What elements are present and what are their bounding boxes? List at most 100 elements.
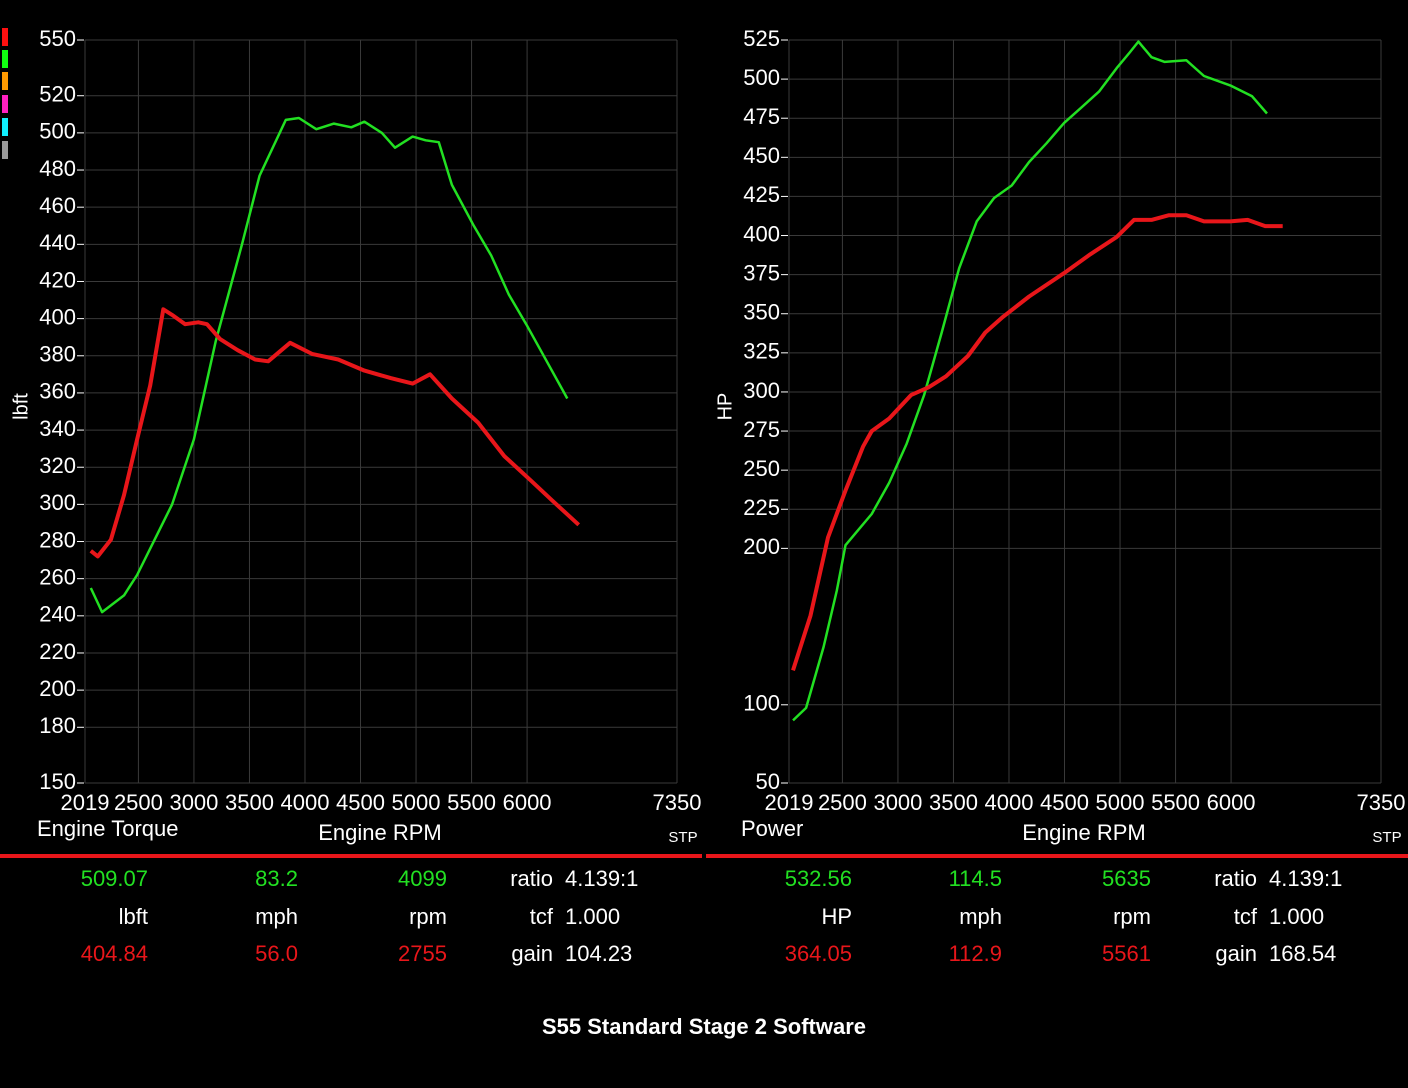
y-tick-label: 360: [39, 379, 76, 404]
y-tick-label: 225: [743, 495, 780, 520]
x-tick-label: 6000: [503, 790, 552, 815]
chart-panel: 50 100 200 225 250 275 300 325 350 375 400 425 450 47…: [714, 26, 1405, 966]
chart-title: Power: [741, 816, 803, 841]
y-tick-label: 440: [39, 230, 76, 255]
readout-value: 1.000: [565, 904, 620, 929]
y-tick-label: 180: [39, 713, 76, 738]
readout-value: 4099: [398, 866, 447, 891]
series-line: [791, 213, 1283, 672]
y-tick-label: 150: [39, 769, 76, 794]
readout-value: 114.5: [949, 866, 1002, 891]
y-tick-label: 475: [743, 104, 780, 129]
x-tick-label: 5000: [1096, 790, 1145, 815]
swatch: [2, 118, 8, 136]
x-tick-label: 3000: [169, 790, 218, 815]
readout-value: tcf: [1234, 904, 1258, 929]
x-tick-label: 4000: [281, 790, 330, 815]
x-tick-label: 7350: [1357, 790, 1406, 815]
x-axis-label: Engine RPM: [1022, 820, 1146, 845]
y-tick-label: 325: [743, 339, 780, 364]
y-tick-label: 525: [743, 26, 780, 51]
y-tick-label: 550: [39, 26, 76, 51]
readout-value: 5635: [1102, 866, 1151, 891]
x-tick-label: 2500: [114, 790, 163, 815]
x-tick-label: 5500: [1151, 790, 1200, 815]
x-tick-label: 3500: [225, 790, 274, 815]
swatch: [2, 72, 8, 90]
chart-panel: 150 180 200 220 240 260 280 300 320 340 360 380 400 4…: [10, 26, 701, 966]
x-tick-label: 2500: [818, 790, 867, 815]
x-tick-label: 3500: [929, 790, 978, 815]
readout-value: rpm: [409, 904, 447, 929]
x-tick-label: 5000: [392, 790, 441, 815]
series-line: [89, 307, 581, 559]
readout-value: 56.0: [255, 941, 298, 966]
readout-value: gain: [1215, 941, 1257, 966]
swatch: [2, 141, 8, 159]
x-tick-label: 4500: [1040, 790, 1089, 815]
y-tick-label: 275: [743, 417, 780, 442]
x-tick-label: 4000: [985, 790, 1034, 815]
readout-value: 364.05: [785, 941, 852, 966]
note: STP: [1372, 829, 1401, 846]
swatch: [2, 28, 8, 46]
x-tick-label: 4500: [336, 790, 385, 815]
y-tick-label: 500: [39, 119, 76, 144]
readout-value: mph: [959, 904, 1002, 929]
y-tick-label: 460: [39, 193, 76, 218]
y-axis-label: HP: [714, 393, 736, 421]
y-tick-label: 260: [39, 564, 76, 589]
x-tick-label: 7350: [653, 790, 702, 815]
y-tick-label: 320: [39, 453, 76, 478]
y-tick-label: 450: [743, 143, 780, 168]
readout-value: mph: [255, 904, 298, 929]
readout-value: gain: [511, 941, 553, 966]
readout-value: 404.84: [81, 941, 148, 966]
x-tick-label: 2019: [765, 790, 814, 815]
x-axis-label: Engine RPM: [318, 820, 442, 845]
y-tick-label: 280: [39, 527, 76, 552]
y-tick-label: 50: [756, 769, 780, 794]
readout-value: 2755: [398, 941, 447, 966]
y-tick-label: 375: [743, 260, 780, 285]
series-line: [89, 116, 569, 614]
readout-value: 1.000: [1269, 904, 1324, 929]
y-tick-label: 200: [743, 534, 780, 559]
y-tick-label: 300: [743, 378, 780, 403]
y-tick-label: 250: [743, 456, 780, 481]
x-tick-label: 5500: [447, 790, 496, 815]
x-tick-label: 3000: [873, 790, 922, 815]
y-tick-label: 300: [39, 490, 76, 515]
y-tick-label: 100: [743, 691, 780, 716]
y-tick-label: 520: [39, 82, 76, 107]
series-line: [792, 40, 1268, 722]
footer-title: S55 Standard Stage 2 Software: [542, 1014, 866, 1039]
readout-value: ratio: [510, 866, 553, 891]
readout-value: 104.23: [565, 941, 632, 966]
channel-swatches: [2, 28, 8, 159]
readout-value: rpm: [1113, 904, 1151, 929]
y-tick-label: 340: [39, 416, 76, 441]
x-tick-label: 2019: [61, 790, 110, 815]
y-tick-label: 220: [39, 639, 76, 664]
readout-value: ratio: [1214, 866, 1257, 891]
y-tick-label: 420: [39, 267, 76, 292]
readout-value: tcf: [530, 904, 554, 929]
y-tick-label: 400: [39, 304, 76, 329]
readout-value: 112.9: [949, 941, 1002, 966]
y-tick-label: 500: [743, 65, 780, 90]
readout-value: 168.54: [1269, 941, 1336, 966]
swatch: [2, 95, 8, 113]
readout-value: 4.139:1: [565, 866, 638, 891]
y-tick-label: 380: [39, 342, 76, 367]
readout-value: 4.139:1: [1269, 866, 1342, 891]
y-tick-label: 350: [743, 300, 780, 325]
readout-value: 5561: [1102, 941, 1151, 966]
y-tick-label: 425: [743, 182, 780, 207]
note: STP: [668, 829, 697, 846]
y-tick-label: 400: [743, 221, 780, 246]
chart-title: Engine Torque: [37, 816, 179, 841]
y-tick-label: 200: [39, 676, 76, 701]
